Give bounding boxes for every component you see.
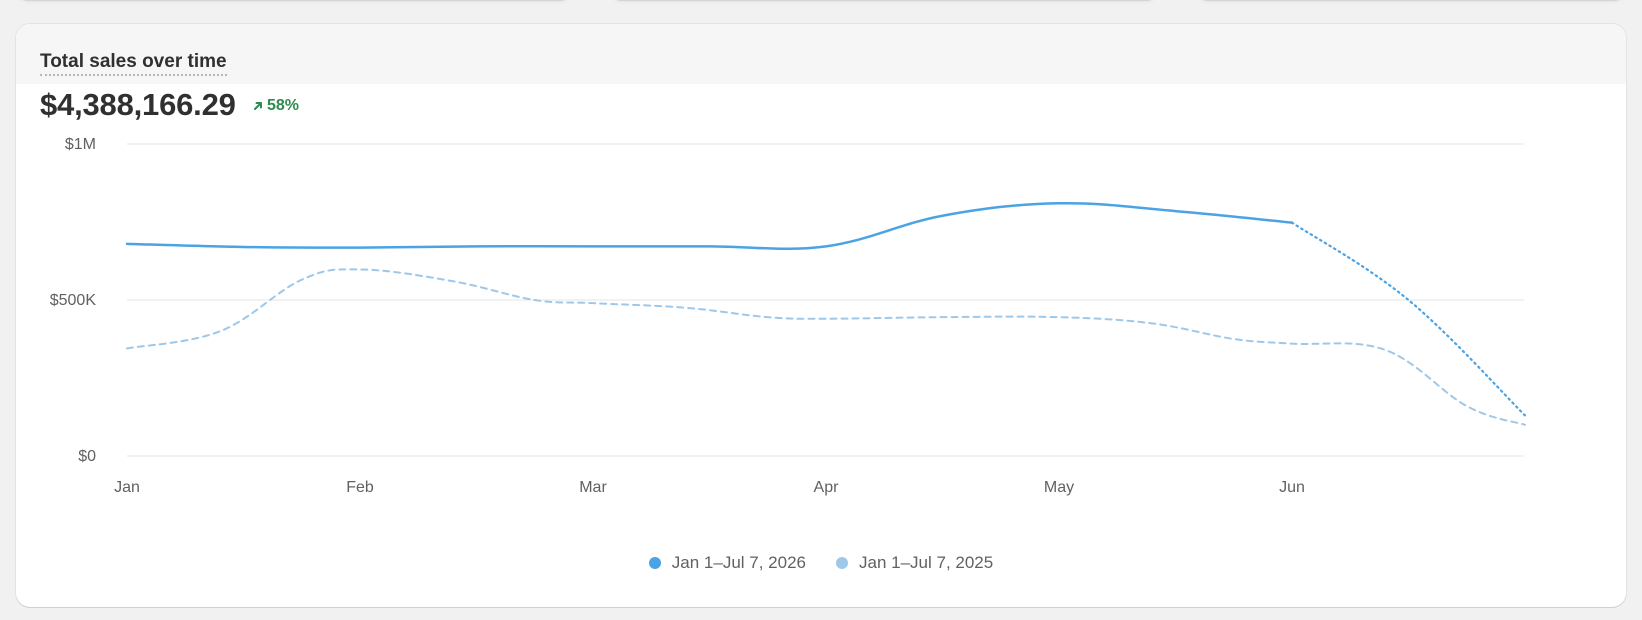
legend-dot-2025 bbox=[836, 557, 848, 569]
legend-label-2026: Jan 1–Jul 7, 2026 bbox=[671, 553, 806, 572]
total-sales-value: $4,388,166.29 bbox=[40, 87, 236, 122]
x-tick-label: Feb bbox=[346, 479, 374, 496]
chart-title[interactable]: Total sales over time bbox=[40, 52, 227, 76]
legend-label-2025: Jan 1–Jul 7, 2025 bbox=[859, 553, 994, 572]
legend-item-2025[interactable]: Jan 1–Jul 7, 2025 bbox=[836, 553, 993, 573]
change-percent: 58% bbox=[267, 97, 300, 114]
chart-legend: Jan 1–Jul 7, 2026 Jan 1–Jul 7, 2025 bbox=[16, 553, 1626, 573]
y-tick-label: $500K bbox=[50, 292, 97, 309]
x-tick-label: Mar bbox=[579, 479, 607, 496]
series-line-2025 bbox=[126, 268, 1526, 426]
sales-card: Total sales over time $4,388,166.29 58% … bbox=[16, 24, 1626, 607]
card-header bbox=[16, 24, 1626, 84]
change-badge: 58% bbox=[252, 97, 299, 115]
y-tick-label: $0 bbox=[78, 448, 96, 465]
arrow-up-right-icon bbox=[254, 102, 262, 110]
series-line-2026-projection bbox=[1290, 221, 1527, 417]
legend-item-2026[interactable]: Jan 1–Jul 7, 2026 bbox=[648, 553, 806, 573]
x-tick-label: May bbox=[1044, 479, 1074, 496]
x-tick-label: Jan bbox=[114, 479, 140, 496]
series-line-2026 bbox=[125, 201, 1294, 251]
legend-dot-2026 bbox=[648, 557, 661, 569]
y-tick-label: $1M bbox=[65, 136, 96, 153]
sales-line-chart: $0 $500K $1M Jan Feb Mar Apr May Jun bbox=[50, 136, 1527, 496]
x-tick-label: Apr bbox=[814, 479, 840, 496]
x-tick-label: Jun bbox=[1279, 479, 1305, 496]
